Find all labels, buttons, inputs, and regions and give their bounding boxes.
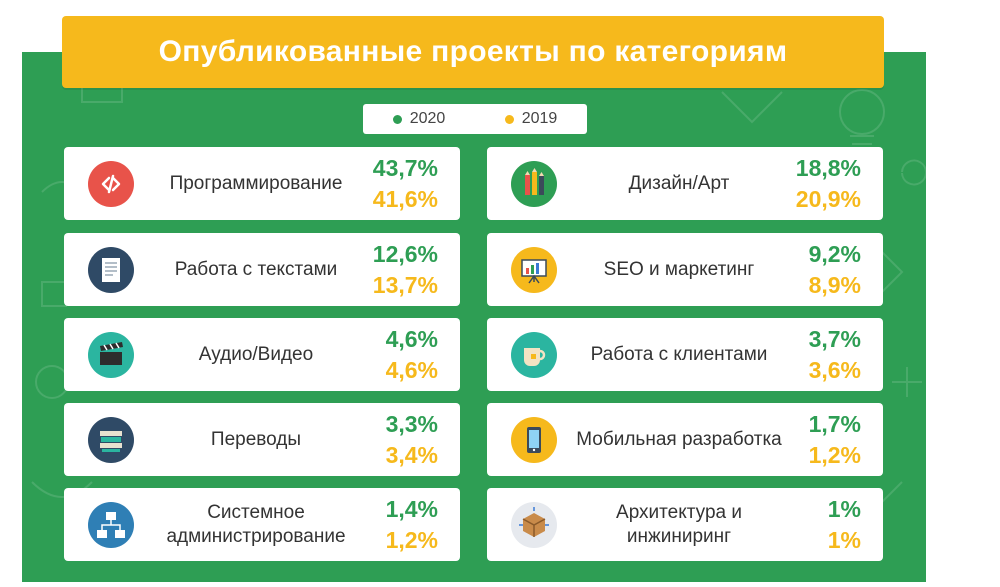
- category-card: Архитектура и инжиниринг 1% 1%: [487, 488, 883, 561]
- legend-dot-2019: [504, 114, 514, 124]
- chart-title: Опубликованные проекты по категориям: [158, 35, 788, 68]
- category-card: Программирование 43,7% 41,6%: [64, 147, 460, 220]
- title-banner: Опубликованные проекты по категориям: [62, 16, 884, 88]
- mobile-phone-icon: [511, 417, 557, 463]
- legend-item-2020: 2020: [392, 110, 446, 128]
- category-name: Архитектура и инжиниринг: [616, 501, 742, 547]
- category-card: Переводы 3,3% 3,4%: [64, 403, 460, 476]
- category-values: 3,7% 3,6%: [809, 324, 861, 386]
- category-card: Системное администрирование 1,4% 1,2%: [64, 488, 460, 561]
- books-icon: [88, 417, 134, 463]
- value-2019: 8,9%: [808, 272, 861, 298]
- value-2019: 3,4%: [385, 442, 438, 468]
- category-name: Программирование: [169, 172, 343, 194]
- category-values: 1% 1%: [828, 494, 861, 556]
- network-icon: [88, 502, 134, 548]
- category-values: 1,4% 1,2%: [386, 494, 438, 556]
- value-2020: 43,7%: [372, 155, 438, 181]
- pencils-icon: [511, 161, 557, 207]
- category-values: 9,2% 8,9%: [809, 239, 861, 301]
- legend: 2020 2019: [363, 104, 587, 134]
- box-3d-icon: [511, 502, 557, 548]
- legend-label-2020: 2020: [409, 110, 446, 127]
- value-2020: 1,7%: [808, 411, 861, 437]
- category-card: Мобильная разработка 1,7% 1,2%: [487, 403, 883, 476]
- category-card: Работа с текстами 12,6% 13,7%: [64, 233, 460, 306]
- category-card: SEO и маркетинг 9,2% 8,9%: [487, 233, 883, 306]
- value-2020: 12,6%: [372, 241, 438, 267]
- legend-dot-2020: [392, 114, 402, 124]
- category-values: 3,3% 3,4%: [386, 409, 438, 471]
- value-2020: 4,6%: [385, 326, 438, 352]
- category-values: 43,7% 41,6%: [373, 153, 438, 215]
- legend-item-2019: 2019: [504, 110, 558, 128]
- value-2020: 9,2%: [808, 241, 861, 267]
- presentation-chart-icon: [511, 247, 557, 293]
- category-name: Переводы: [210, 428, 302, 450]
- code-icon: [88, 161, 134, 207]
- category-values: 12,6% 13,7%: [373, 239, 438, 301]
- value-2020: 3,7%: [808, 326, 861, 352]
- category-name: Дизайн/Арт: [628, 172, 730, 194]
- clapperboard-icon: [88, 332, 134, 378]
- category-card: Дизайн/Арт 18,8% 20,9%: [487, 147, 883, 220]
- category-name: SEO и маркетинг: [603, 258, 755, 280]
- value-2019: 1%: [827, 527, 861, 553]
- value-2019: 3,6%: [808, 357, 861, 383]
- value-2019: 41,6%: [372, 186, 438, 212]
- value-2020: 18,8%: [795, 155, 861, 181]
- value-2020: 1,4%: [385, 496, 438, 522]
- coffee-cup-icon: [511, 332, 557, 378]
- value-2019: 4,6%: [385, 357, 438, 383]
- category-name: Мобильная разработка: [576, 428, 782, 450]
- category-name: Аудио/Видео: [198, 343, 314, 365]
- value-2019: 20,9%: [795, 186, 861, 212]
- category-values: 1,7% 1,2%: [809, 409, 861, 471]
- value-2020: 1%: [827, 496, 861, 522]
- category-name: Работа с клиентами: [590, 343, 768, 365]
- category-card: Работа с клиентами 3,7% 3,6%: [487, 318, 883, 391]
- category-values: 18,8% 20,9%: [796, 153, 861, 215]
- category-card: Аудио/Видео 4,6% 4,6%: [64, 318, 460, 391]
- category-name: Работа с текстами: [174, 258, 338, 280]
- value-2019: 1,2%: [808, 442, 861, 468]
- category-values: 4,6% 4,6%: [386, 324, 438, 386]
- value-2019: 1,2%: [385, 527, 438, 553]
- document-icon: [88, 247, 134, 293]
- value-2020: 3,3%: [385, 411, 438, 437]
- legend-label-2019: 2019: [521, 110, 558, 127]
- value-2019: 13,7%: [372, 272, 438, 298]
- category-name: Системное администрирование: [166, 501, 346, 547]
